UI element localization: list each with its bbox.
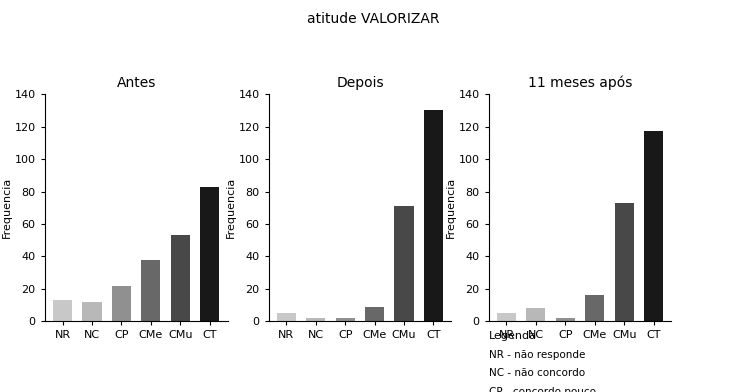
Text: NC - não concordo: NC - não concordo xyxy=(489,368,585,378)
Bar xyxy=(497,313,516,321)
Title: Antes: Antes xyxy=(116,76,156,90)
Bar xyxy=(200,187,219,321)
Text: Legenda: Legenda xyxy=(489,331,536,341)
Bar xyxy=(556,318,575,321)
Title: Depois: Depois xyxy=(336,76,383,90)
Bar xyxy=(644,131,663,321)
Text: CP - concordo pouco: CP - concordo pouco xyxy=(489,387,595,392)
Bar xyxy=(141,260,160,321)
Bar xyxy=(395,206,413,321)
Bar xyxy=(365,307,384,321)
Bar xyxy=(527,309,545,321)
Bar xyxy=(336,318,355,321)
Y-axis label: Frequencia: Frequencia xyxy=(1,177,12,238)
Text: NR - não responde: NR - não responde xyxy=(489,350,585,360)
Y-axis label: Frequencia: Frequencia xyxy=(445,177,456,238)
Y-axis label: Frequencia: Frequencia xyxy=(225,177,236,238)
Bar xyxy=(585,296,604,321)
Bar xyxy=(615,203,633,321)
Text: atitude VALORIZAR: atitude VALORIZAR xyxy=(307,12,439,26)
Bar xyxy=(277,313,296,321)
Bar xyxy=(83,302,101,321)
Bar xyxy=(424,110,443,321)
Bar xyxy=(171,235,189,321)
Bar xyxy=(53,300,72,321)
Title: 11 meses após: 11 meses após xyxy=(528,76,632,90)
Bar xyxy=(112,286,131,321)
Bar xyxy=(307,318,325,321)
